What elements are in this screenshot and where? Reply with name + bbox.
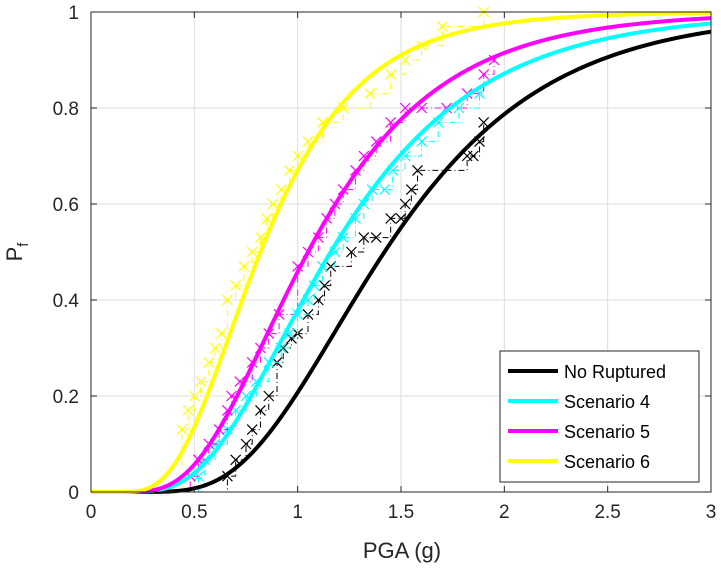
empirical-step-line [91,122,485,493]
x-tick-label: 2.5 [594,502,620,523]
legend-entry-label: Scenario 5 [564,422,650,442]
x-axis-label: PGA (g) [363,538,441,563]
y-axis-label: Pf [2,242,32,262]
empirical-point-marker [292,150,304,162]
empirical-point-marker [412,164,423,176]
empirical-point-marker [312,294,324,306]
empirical-point-marker [238,260,250,272]
empirical-point-marker [246,246,258,258]
empirical-point-marker [467,150,479,162]
empirical-step-line [91,93,481,493]
x-tick-label: 2 [499,502,510,523]
y-tick-label: 0.8 [53,99,79,120]
y-tick-label: 0.6 [53,195,79,216]
empirical-point-marker [203,356,215,368]
empirical-point-marker [255,404,266,416]
empirical-point-marker [379,184,390,196]
legend-entry-label: Scenario 4 [564,392,650,412]
y-axis-label-sub: f [15,242,32,247]
empirical-point-marker [263,390,275,402]
svg-text:Pf: Pf [2,242,32,262]
empirical-point-marker [385,68,397,80]
empirical-point-marker [221,294,233,306]
empirical-point-marker [182,404,194,416]
y-tick-label: 0.4 [53,291,80,312]
fragility-curve [91,21,712,494]
empirical-point-marker [215,328,227,340]
empirical-point-marker [240,438,252,450]
empirical-point-marker [399,198,411,210]
legend-entry-label: No Ruptured [564,362,666,382]
x-tick-label: 3 [706,502,717,523]
empirical-step-line [91,12,485,493]
empirical-point-marker [345,246,357,258]
empirical-point-marker [195,376,206,388]
x-tick-label: 1.5 [388,502,414,523]
empirical-point-marker [405,184,417,196]
y-axis-label-main: P [2,247,27,262]
empirical-point-marker [370,232,382,244]
empirical-point-marker [478,116,490,128]
empirical-point-marker [209,342,221,354]
axes: 0 0.5 1 1.5 2 2.5 3 0 0.2 0.4 0.6 0.8 1 [53,3,717,523]
empirical-point-marker [364,88,376,100]
empirical-point-marker [246,424,258,436]
empirical-point-marker [188,390,200,402]
empirical-point-marker [176,424,188,436]
empirical-point-marker [267,198,279,210]
fragility-curve [91,16,712,494]
x-tick-label: 0 [86,502,97,523]
legend: No Ruptured Scenario 4 Scenario 5 Scenario … [499,350,700,483]
empirical-point-marker [358,232,370,244]
empirical-point-marker [436,20,448,32]
empirical-point-marker [283,164,295,176]
y-tick-label: 1 [68,3,79,24]
legend-entry-label: Scenario 6 [564,452,650,472]
y-tick-label: 0 [68,483,79,504]
empirical-point-marker [325,260,337,272]
empirical-point-marker [478,68,490,80]
x-tick-label: 1 [292,502,303,523]
empirical-point-marker [385,212,397,224]
y-tick-label: 0.2 [53,387,79,408]
empirical-point-marker [230,280,242,292]
empirical-point-marker [319,280,330,292]
x-tick-label: 0.5 [181,502,207,523]
empirical-point-marker [261,212,273,224]
